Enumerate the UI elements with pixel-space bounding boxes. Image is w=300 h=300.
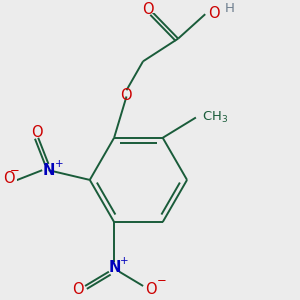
Text: N: N [43,164,55,178]
Text: O: O [120,88,131,103]
Text: O: O [142,2,153,17]
Text: −: − [156,274,166,287]
Text: +: + [55,159,63,169]
Text: O: O [145,282,157,297]
Text: +: + [119,256,128,266]
Text: O: O [31,125,42,140]
Text: O: O [72,282,84,297]
Text: O: O [208,6,219,21]
Text: O: O [3,171,15,186]
Text: H: H [224,2,234,16]
Text: −: − [10,164,20,176]
Text: N: N [109,260,121,275]
Text: CH$_3$: CH$_3$ [202,110,228,125]
